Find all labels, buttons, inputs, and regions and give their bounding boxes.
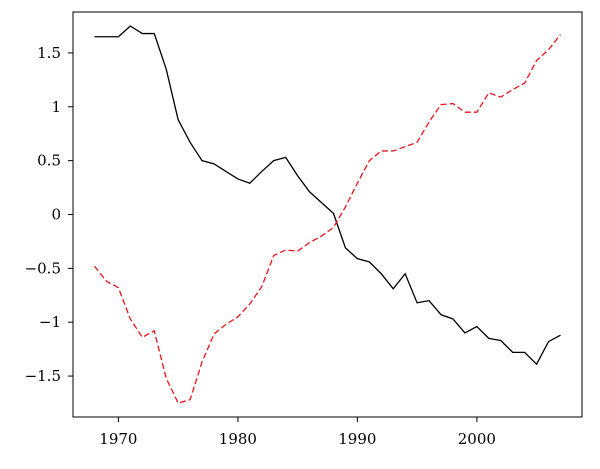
y-axis: 1.5 1 0.5 0 −0.5 −1 −1.5	[25, 44, 73, 385]
x-tick-label: 1990	[338, 430, 376, 448]
x-tick-label: 1980	[219, 430, 257, 448]
black-solid-series-line	[94, 25, 561, 366]
x-axis: 1970 1980 1990 2000	[99, 417, 496, 448]
y-tick-label: −1	[39, 313, 61, 331]
x-tick-label: 2000	[458, 430, 496, 448]
y-tick-label: −0.5	[25, 259, 61, 277]
red-dashed-series-line	[94, 34, 561, 404]
y-tick-label: 1.5	[37, 44, 61, 62]
y-tick-label: 0.5	[37, 152, 61, 170]
plot-frame	[72, 11, 583, 418]
y-tick-label: 1	[51, 98, 61, 116]
y-tick-label: 0	[51, 206, 61, 224]
series-layer	[94, 25, 561, 404]
y-tick-label: −1.5	[25, 367, 61, 385]
x-tick-label: 1970	[99, 430, 137, 448]
